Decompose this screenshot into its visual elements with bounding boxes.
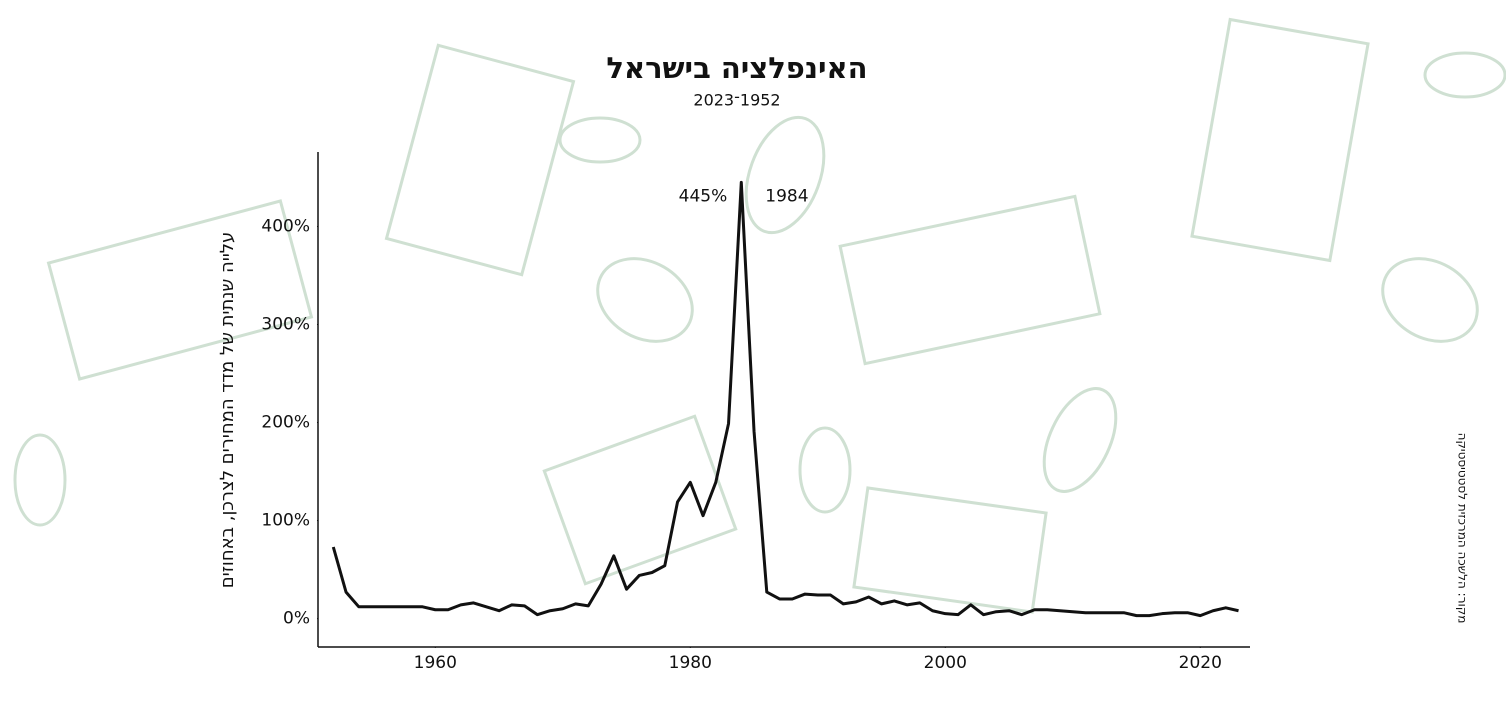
data-line — [331, 180, 1239, 618]
y-tick-label: 300% — [261, 315, 310, 335]
annotation-year: 1984 — [765, 186, 808, 206]
y-tick-label: 0% — [283, 609, 310, 629]
y-axis-label: עלייה שנתית של מדד המחירים לצרכן, באחוזי… — [217, 232, 238, 589]
chart-subtitle: 1952־2023 — [693, 91, 780, 110]
annotation-value: 445% — [679, 186, 728, 206]
x-tick-label: 1960 — [414, 653, 457, 673]
source-note: מקור: הלשכה המרכזית לסטטיסטיקה — [1456, 433, 1470, 624]
y-tick-label: 100% — [261, 511, 310, 531]
chart-title: האינפלציה בישראל — [606, 51, 867, 85]
x-tick-label: 2000 — [924, 653, 967, 673]
x-tick-label: 2020 — [1179, 653, 1222, 673]
y-tick-label: 200% — [261, 413, 310, 433]
y-tick-label: 400% — [261, 216, 310, 236]
x-tick-label: 1980 — [669, 653, 712, 673]
background-doodles — [13, 17, 1506, 614]
